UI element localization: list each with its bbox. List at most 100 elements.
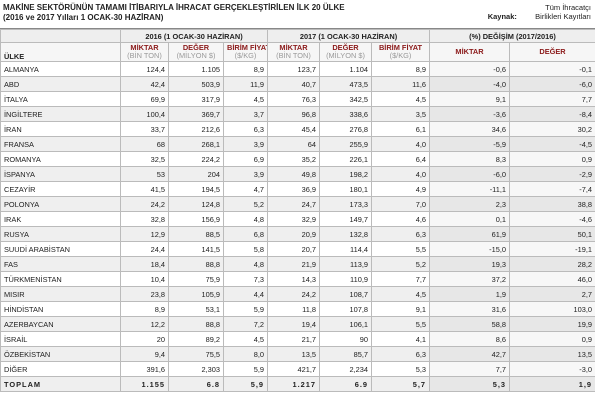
- cell: 5,8: [223, 241, 268, 257]
- cell: 3,5: [371, 106, 430, 122]
- group-row: 2016 (1 OCAK-30 HAZİRAN) 2017 (1 OCAK-30 …: [0, 29, 595, 43]
- cell: 5,9: [223, 376, 268, 392]
- country: FRANSA: [0, 136, 121, 152]
- cell: 9,1: [429, 91, 510, 107]
- cell: 96,8: [267, 106, 320, 122]
- cell: 1.217: [267, 376, 320, 392]
- cell: 2,3: [429, 196, 510, 212]
- cell: 5,5: [371, 241, 430, 257]
- row-header: ÜLKE: [0, 42, 121, 62]
- cell: 5,2: [223, 196, 268, 212]
- cell: 7,0: [371, 196, 430, 212]
- cell: 124,4: [120, 61, 169, 77]
- cell: 20: [120, 331, 169, 347]
- cell: -19,1: [508, 241, 595, 257]
- cell: 4,5: [223, 331, 268, 347]
- cell: 123,7: [267, 61, 320, 77]
- cell: 42,7: [429, 346, 510, 362]
- cell: 6,3: [223, 121, 268, 137]
- cell: 3,9: [223, 166, 268, 182]
- cell: 4,0: [371, 166, 430, 182]
- cell: 7,3: [223, 271, 268, 287]
- column-name: DEĞER: [332, 43, 359, 52]
- cell: -0,1: [508, 61, 595, 77]
- cell: 12,2: [120, 316, 169, 332]
- cell: 1.105: [168, 61, 224, 77]
- cell: 61,9: [429, 226, 510, 242]
- cell: 5,9: [223, 361, 268, 377]
- cell: 9,1: [371, 301, 430, 317]
- column-header: BİRİM FİYAT ($/KG): [371, 42, 430, 62]
- cell: 30,2: [508, 121, 595, 137]
- table-row: IRAK 32,8 156,9 4,8 32,9 149,7 4,6 0,1 -4,6: [0, 211, 595, 227]
- cell: 342,5: [319, 91, 372, 107]
- cell: 369,7: [168, 106, 224, 122]
- cell: 212,6: [168, 121, 224, 137]
- country: İTALYA: [0, 91, 121, 107]
- cell: 41,5: [120, 181, 169, 197]
- cell: 6,1: [371, 121, 430, 137]
- column-name: MİKTAR: [130, 43, 159, 52]
- column-name: DEĞER: [539, 47, 566, 56]
- cell: 7,7: [429, 361, 510, 377]
- cell: 8,6: [429, 331, 510, 347]
- country: ROMANYA: [0, 151, 121, 167]
- cell: 36,9: [267, 181, 320, 197]
- cell: 100,4: [120, 106, 169, 122]
- cell: 6,3: [371, 226, 430, 242]
- cell: 0,9: [508, 331, 595, 347]
- cell: 276,8: [319, 121, 372, 137]
- cell: 1.155: [120, 376, 169, 392]
- cell: 8,9: [223, 61, 268, 77]
- country: MISIR: [0, 286, 121, 302]
- cell: 49,8: [267, 166, 320, 182]
- cell: 42,4: [120, 76, 169, 92]
- cell: -6,0: [508, 76, 595, 92]
- column-header: MİKTAR: [429, 42, 510, 62]
- table-row: FAS 18,4 88,8 4,8 21,9 113,9 5,2 19,3 28,2: [0, 256, 595, 272]
- cell: 7,7: [508, 91, 595, 107]
- cell: 12,9: [120, 226, 169, 242]
- table-row: MISIR 23,8 105,9 4,4 24,2 108,7 4,5 1,9 2,7: [0, 286, 595, 302]
- cell: 156,9: [168, 211, 224, 227]
- column-unit: (MİLYON $): [176, 51, 216, 60]
- group-header: 2016 (1 OCAK-30 HAZİRAN): [120, 29, 268, 43]
- table-head: 2016 (1 OCAK-30 HAZİRAN) 2017 (1 OCAK-30 …: [0, 29, 595, 62]
- cell: 13,5: [508, 346, 595, 362]
- cell: 64: [267, 136, 320, 152]
- cell: 88,5: [168, 226, 224, 242]
- column-row: ÜLKE MİKTAR (BİN TON) DEĞER (MİLYON $) BİRİM …: [0, 42, 595, 62]
- column-header: DEĞER (MİLYON $): [319, 42, 372, 62]
- table-row: AZERBAYCAN 12,2 88,8 7,2 19,4 106,1 5,5 58,8 19,…: [0, 316, 595, 332]
- cell: 11,6: [371, 76, 430, 92]
- cell: 32,9: [267, 211, 320, 227]
- table-body: ALMANYA 124,4 1.105 8,9 123,7 1.104 8,9 -0,6 -0,…: [0, 61, 595, 392]
- cell: 24,2: [267, 286, 320, 302]
- country: CEZAYİR: [0, 181, 121, 197]
- cell: 4,9: [371, 181, 430, 197]
- table-row: DİĞER 391,6 2,303 5,9 421,7 2,234 5,3 7,7 -3,0: [0, 361, 595, 377]
- table-row: ROMANYA 32,5 224,2 6,9 35,2 226,1 6,4 8,3 0,9: [0, 151, 595, 167]
- table-row: İRAN 33,7 212,6 6,3 45,4 276,8 6,1 34,6 30,2: [0, 121, 595, 137]
- country: FAS: [0, 256, 121, 272]
- cell: 106,1: [319, 316, 372, 332]
- group-header: 2017 (1 OCAK-30 HAZİRAN): [267, 29, 430, 43]
- cell: -11,1: [429, 181, 510, 197]
- column-unit: ($/KG): [234, 51, 257, 60]
- cell: 69,9: [120, 91, 169, 107]
- cell: 53,1: [168, 301, 224, 317]
- column-name: MİKTAR: [279, 43, 308, 52]
- cell: -6,0: [429, 166, 510, 182]
- cell: 4,1: [371, 331, 430, 347]
- cell: 21,7: [267, 331, 320, 347]
- source-text: Tüm İhracatçı Birlikleri Kayıtları: [535, 3, 591, 21]
- cell: 4,5: [223, 91, 268, 107]
- cell: -15,0: [429, 241, 510, 257]
- country: POLONYA: [0, 196, 121, 212]
- cell: 20,9: [267, 226, 320, 242]
- cell: -3,0: [508, 361, 595, 377]
- cell: 113,9: [319, 256, 372, 272]
- column-unit: (BİN TON): [276, 51, 311, 60]
- cell: 204: [168, 166, 224, 182]
- cell: 6,4: [371, 151, 430, 167]
